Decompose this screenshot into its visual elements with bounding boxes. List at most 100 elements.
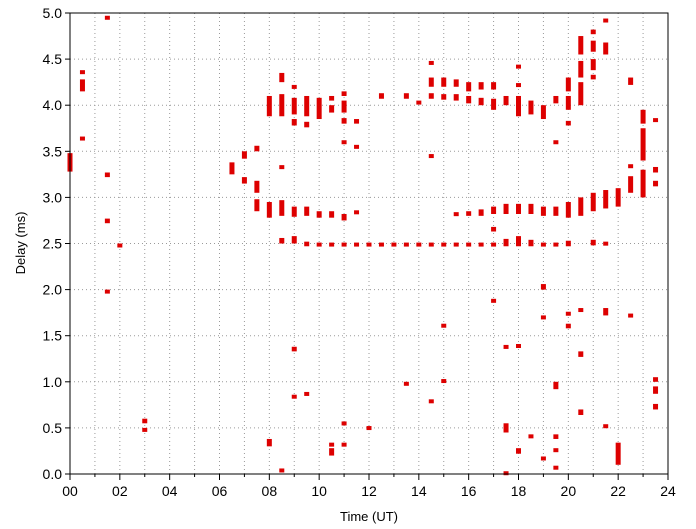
delay-mark xyxy=(491,82,497,90)
delay-mark xyxy=(478,82,484,90)
delay-mark xyxy=(565,202,571,218)
delay-mark xyxy=(254,180,260,193)
delay-mark xyxy=(503,471,509,476)
delay-mark xyxy=(142,418,148,424)
delay-mark xyxy=(553,448,559,453)
delay-mark xyxy=(540,206,546,216)
delay-mark xyxy=(528,203,534,214)
x-tick-label: 22 xyxy=(610,483,626,499)
delay-mark xyxy=(590,59,596,71)
delay-mark xyxy=(553,95,559,104)
delay-mark xyxy=(453,79,459,87)
delay-mark xyxy=(578,351,584,357)
delay-mark xyxy=(441,379,447,384)
delay-mark xyxy=(304,95,310,117)
delay-mark xyxy=(516,83,521,88)
delay-mark xyxy=(279,468,285,473)
delay-mark xyxy=(478,209,484,216)
y-tick-label: 0.0 xyxy=(43,466,63,482)
delay-mark xyxy=(603,424,609,429)
delay-mark xyxy=(466,211,472,216)
delay-mark xyxy=(266,438,272,447)
delay-mark xyxy=(266,202,272,218)
delay-mark xyxy=(441,242,447,247)
delay-mark xyxy=(366,426,372,431)
delay-mark xyxy=(79,70,85,75)
delay-mark xyxy=(503,203,509,214)
y-tick-label: 1.0 xyxy=(43,374,63,390)
delay-mark xyxy=(653,180,659,187)
delay-mark xyxy=(466,82,472,92)
delay-mark xyxy=(279,237,285,244)
delay-mark xyxy=(354,210,360,215)
delay-mark xyxy=(241,177,247,184)
delay-mark xyxy=(491,226,497,232)
delay-mark xyxy=(503,344,509,349)
y-tick-label: 2.0 xyxy=(43,282,63,298)
delay-mark xyxy=(653,377,659,382)
delay-mark xyxy=(329,211,335,218)
x-tick-label: 08 xyxy=(262,483,278,499)
delay-mark xyxy=(478,97,484,106)
delay-mark xyxy=(441,323,447,328)
delay-mark xyxy=(615,442,621,465)
x-axis-title: Time (UT) xyxy=(340,509,398,524)
delay-mark xyxy=(304,121,310,128)
delay-mark xyxy=(653,166,659,173)
delay-mark xyxy=(540,284,546,290)
delay-mark xyxy=(341,118,347,124)
delay-mark xyxy=(653,118,659,123)
delay-mark xyxy=(403,381,409,386)
delay-mark xyxy=(553,242,559,247)
delay-mark xyxy=(516,448,521,454)
delay-mark xyxy=(628,77,634,85)
delay-mark xyxy=(329,105,335,113)
delay-mark xyxy=(79,79,85,92)
delay-mark xyxy=(316,211,322,218)
delay-mark xyxy=(279,200,285,216)
data-marks xyxy=(67,15,659,476)
delay-mark xyxy=(354,119,360,124)
delay-mark xyxy=(453,212,459,217)
delay-mark xyxy=(653,386,659,394)
delay-mark xyxy=(254,145,260,152)
delay-mark xyxy=(403,242,409,247)
delay-mark xyxy=(528,100,534,115)
x-axis: 00 02 04 06 08 10 12 14 16 18 20 22 24 xyxy=(62,474,676,499)
delay-mark xyxy=(428,60,434,65)
delay-mark xyxy=(341,91,347,96)
delay-mark xyxy=(341,140,347,145)
y-axis-title: Delay (ms) xyxy=(13,212,28,275)
delay-mark xyxy=(590,192,596,212)
delay-mark xyxy=(553,434,559,439)
delay-mark xyxy=(416,100,422,105)
delay-mark xyxy=(478,242,484,247)
delay-mark xyxy=(279,72,285,83)
delay-mark xyxy=(553,206,559,216)
delay-mark xyxy=(603,241,609,246)
x-tick-label: 02 xyxy=(112,483,128,499)
y-tick-label: 4.5 xyxy=(43,51,63,67)
delay-mark xyxy=(578,36,584,55)
delay-mark xyxy=(441,94,447,100)
delay-mark xyxy=(104,218,110,224)
delay-mark xyxy=(628,313,634,318)
delay-mark xyxy=(553,140,559,145)
x-tick-label: 00 xyxy=(62,483,78,499)
y-tick-label: 0.5 xyxy=(43,420,63,436)
delay-mark xyxy=(104,15,110,20)
delay-mark xyxy=(640,109,646,124)
delay-mark xyxy=(378,93,384,99)
delay-mark xyxy=(516,343,521,348)
delay-mark xyxy=(229,162,235,175)
delay-mark xyxy=(266,95,272,117)
delay-mark xyxy=(104,289,110,294)
delay-mark xyxy=(491,206,497,214)
delay-mark xyxy=(578,308,584,313)
delay-mark xyxy=(516,236,521,247)
delay-mark xyxy=(466,95,472,104)
delay-mark xyxy=(565,120,571,126)
delay-mark xyxy=(491,298,497,303)
delay-mark xyxy=(540,456,546,461)
delay-mark xyxy=(516,64,521,69)
